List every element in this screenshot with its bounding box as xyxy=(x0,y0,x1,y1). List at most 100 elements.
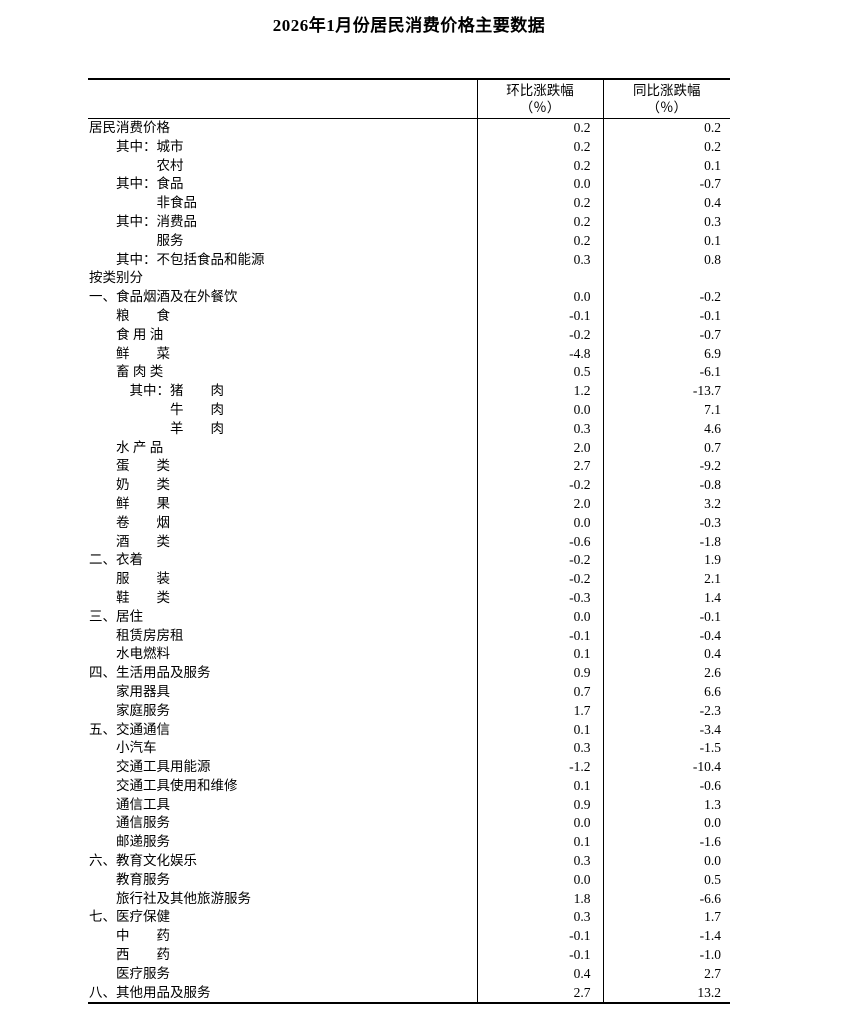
row-yoy-value: 6.6 xyxy=(602,682,730,702)
table-row: 蛋 类 2.7 -9.2 xyxy=(88,457,730,477)
content-area: 2026年1月份居民消费价格主要数据 环比涨跌幅 （％） 同比涨跌幅 （％） xyxy=(88,0,730,1005)
table-row: 交通工具用能源 -1.2 -10.4 xyxy=(88,758,730,777)
row-label: 小汽车 xyxy=(89,740,157,756)
row-yoy-value: -0.7 xyxy=(602,175,730,195)
row-yoy-value: -0.3 xyxy=(602,513,730,533)
row-label: 畜 肉 类 xyxy=(89,364,164,380)
row-yoy-value: -13.7 xyxy=(602,382,730,401)
row-yoy-value: -1.4 xyxy=(602,927,730,947)
row-label: 其中：食品 xyxy=(89,176,184,192)
table-row: 畜 肉 类 0.5 -6.1 xyxy=(88,363,730,383)
table-row: 通信服务 0.0 0.0 xyxy=(88,814,730,834)
row-mom-value: 0.7 xyxy=(476,682,603,702)
table-row: 水电燃料 0.1 0.4 xyxy=(88,645,730,665)
table-row: 粮 食 -0.1 -0.1 xyxy=(88,306,730,326)
row-yoy-value: 0.5 xyxy=(602,870,730,890)
row-mom-value: 0.0 xyxy=(476,607,603,627)
row-yoy-value: 4.6 xyxy=(602,419,730,439)
row-mom-value: 0.3 xyxy=(476,739,603,759)
table-row: 小汽车 0.3 -1.5 xyxy=(88,739,730,759)
row-label: 家用器具 xyxy=(89,683,170,699)
row-yoy-value: 0.4 xyxy=(602,645,730,665)
table-row: 交通工具使用和维修 0.1 -0.6 xyxy=(88,776,730,796)
row-mom-value: 0.3 xyxy=(476,908,603,928)
row-yoy-value: -1.6 xyxy=(602,833,730,853)
table-row: 七、医疗保健 0.3 1.7 xyxy=(88,908,730,928)
row-label: 其中：消费品 xyxy=(89,213,197,229)
table-row: 农村 0.2 0.1 xyxy=(88,156,730,176)
row-label: 服 装 xyxy=(89,571,170,587)
row-yoy-value: 0.1 xyxy=(602,156,730,176)
table-row: 租赁房房租 -0.1 -0.4 xyxy=(88,626,730,646)
row-label: 通信工具 xyxy=(89,796,170,812)
row-yoy-value: -1.8 xyxy=(602,532,730,552)
table-row: 其中：城市 0.2 0.2 xyxy=(88,137,730,157)
row-label: 粮 食 xyxy=(89,307,170,323)
row-yoy-value: 2.1 xyxy=(602,570,730,589)
row-mom-value: 1.8 xyxy=(476,889,603,909)
row-mom-value: 0.0 xyxy=(476,175,603,195)
row-label: 蛋 类 xyxy=(89,458,170,474)
table-row: 一、食品烟酒及在外餐饮 0.0 -0.2 xyxy=(88,288,730,307)
row-mom-value: 1.7 xyxy=(476,701,603,721)
row-label: 医疗服务 xyxy=(89,965,170,981)
table-row: 水 产 品 2.0 0.7 xyxy=(88,438,730,458)
row-mom-value: 0.2 xyxy=(476,231,603,251)
row-label: 服务 xyxy=(89,232,184,248)
row-mom-value: -0.6 xyxy=(476,532,603,552)
table-header-row: 环比涨跌幅 （％） 同比涨跌幅 （％） xyxy=(88,79,730,119)
row-mom-value: 0.0 xyxy=(476,400,603,420)
table-row: 五、交通通信 0.1 -3.4 xyxy=(88,720,730,740)
table-row: 四、生活用品及服务 0.9 2.6 xyxy=(88,664,730,683)
row-label: 水 产 品 xyxy=(89,439,164,455)
row-yoy-value: 13.2 xyxy=(602,983,730,1004)
table-row: 服务 0.2 0.1 xyxy=(88,231,730,251)
table-row: 牛 肉 0.0 7.1 xyxy=(88,400,730,420)
row-label: 家庭服务 xyxy=(89,702,170,718)
row-mom-value: 1.2 xyxy=(476,382,603,401)
table-row: 邮递服务 0.1 -1.6 xyxy=(88,833,730,853)
table-row: 鞋 类 -0.3 1.4 xyxy=(88,588,730,608)
row-yoy-value: 2.6 xyxy=(602,664,730,683)
row-yoy-value: 0.1 xyxy=(602,231,730,251)
row-yoy-value: -0.7 xyxy=(602,325,730,345)
table-row: 家用器具 0.7 6.6 xyxy=(88,682,730,702)
row-mom-value: -0.2 xyxy=(476,325,603,345)
row-mom-value: 2.0 xyxy=(476,438,603,458)
table-row: 居民消费价格 0.2 0.2 xyxy=(88,118,730,138)
table-row: 其中：食品 0.0 -0.7 xyxy=(88,175,730,195)
row-mom-value: -0.1 xyxy=(476,626,603,646)
row-label: 羊 肉 xyxy=(89,420,224,436)
table-row: 八、其他用品及服务 2.7 13.2 xyxy=(88,983,730,1004)
header-mom-line1: 环比涨跌幅 xyxy=(506,83,574,98)
table-row: 其中：消费品 0.2 0.3 xyxy=(88,212,730,232)
row-yoy-value: -0.4 xyxy=(602,626,730,646)
row-yoy-value: 0.2 xyxy=(602,118,730,138)
row-mom-value: 0.1 xyxy=(476,720,603,740)
row-yoy-value: 3.2 xyxy=(602,494,730,514)
row-label: 一、食品烟酒及在外餐饮 xyxy=(89,289,238,305)
table-row: 教育服务 0.0 0.5 xyxy=(88,870,730,890)
table-row: 其中：猪 肉 1.2 -13.7 xyxy=(88,382,730,401)
table-row: 鲜 菜 -4.8 6.9 xyxy=(88,344,730,364)
row-yoy-value: -1.0 xyxy=(602,946,730,965)
table-row: 旅行社及其他旅游服务 1.8 -6.6 xyxy=(88,889,730,909)
row-yoy-value: 6.9 xyxy=(602,344,730,364)
table-row: 通信工具 0.9 1.3 xyxy=(88,795,730,815)
row-yoy-value: 1.7 xyxy=(602,908,730,928)
row-mom-value: 0.1 xyxy=(476,776,603,796)
row-mom-value: -1.2 xyxy=(476,758,603,777)
row-mom-value: -0.1 xyxy=(476,946,603,965)
row-label: 邮递服务 xyxy=(89,834,170,850)
row-label: 居民消费价格 xyxy=(89,120,170,135)
row-label: 其中：不包括食品和能源 xyxy=(89,251,265,267)
row-label: 三、居住 xyxy=(89,608,143,624)
row-yoy-value: -2.3 xyxy=(602,701,730,721)
row-mom-value xyxy=(476,269,603,289)
header-label-cell xyxy=(88,79,477,119)
row-mom-value: -0.2 xyxy=(476,570,603,589)
row-label: 教育服务 xyxy=(89,871,170,887)
row-mom-value: 0.0 xyxy=(476,870,603,890)
row-mom-value: 0.0 xyxy=(476,288,603,307)
row-mom-value: -0.1 xyxy=(476,306,603,326)
